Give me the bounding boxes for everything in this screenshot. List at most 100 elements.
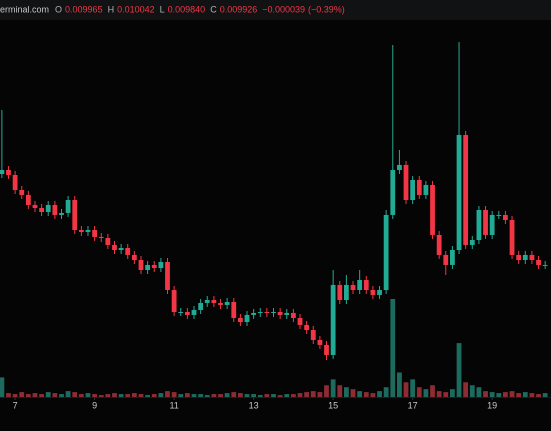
candle-body	[317, 340, 323, 345]
volume-bar	[131, 393, 137, 397]
candle-body	[138, 260, 144, 270]
candle-body	[264, 312, 270, 313]
candle-body	[12, 174, 18, 190]
volume-bar	[25, 394, 31, 397]
volume-bar	[218, 394, 223, 397]
x-tick-label: 19	[487, 400, 497, 410]
candle-body	[6, 170, 11, 175]
change: −0.000039	[262, 4, 305, 14]
volume-bar	[416, 387, 422, 397]
candle-body	[357, 280, 363, 290]
candle-body	[231, 302, 237, 318]
volume-bar	[0, 377, 5, 397]
volume-bar	[350, 389, 356, 397]
volume-bar	[257, 395, 263, 397]
volume-bar	[211, 394, 217, 397]
candle-body	[542, 264, 548, 266]
volume-bar	[357, 391, 363, 397]
candle-body	[483, 210, 488, 235]
volume-bar	[337, 385, 343, 397]
volume-bar	[138, 394, 144, 397]
legend-label: O	[55, 4, 62, 14]
volume-bar	[92, 394, 98, 397]
candle-body	[297, 318, 303, 325]
volume-bar	[443, 392, 449, 397]
volume-bar	[450, 389, 455, 397]
volume-bar	[231, 392, 237, 397]
volume-bar	[476, 387, 482, 397]
candle-body	[145, 264, 151, 270]
volume-bar	[224, 393, 230, 397]
candle-body	[118, 248, 124, 250]
volume-bar	[125, 394, 131, 397]
candle-body	[59, 212, 64, 215]
candle-body	[165, 262, 170, 290]
candle-body	[198, 302, 204, 310]
candle-body	[456, 134, 462, 250]
candle-body	[277, 312, 283, 315]
candle-body	[85, 230, 91, 232]
candle-body	[112, 244, 117, 250]
candle-body	[32, 204, 38, 208]
volume-bar	[469, 385, 475, 397]
volume-bar	[317, 392, 323, 397]
volume-bar	[198, 394, 204, 397]
volume-bar	[463, 382, 469, 397]
volume-bar	[12, 394, 18, 397]
candle-body	[204, 300, 210, 303]
volume-bar	[105, 394, 111, 397]
volume-bar	[503, 392, 508, 397]
legend-label: H	[108, 4, 115, 14]
volume-bar	[410, 379, 416, 397]
volume-bar	[363, 392, 369, 397]
volume-bar	[529, 393, 535, 397]
candle-body	[224, 302, 230, 305]
candle-body	[39, 208, 45, 212]
candle-body	[363, 280, 369, 290]
candle-body	[489, 214, 495, 235]
volume-bar	[39, 394, 45, 397]
volume-bar	[430, 385, 435, 397]
volume-bar	[496, 393, 502, 397]
legend-value: 0.009926	[220, 4, 258, 14]
volume-bar	[237, 393, 243, 397]
candle-body	[0, 170, 5, 174]
volume-bar	[489, 392, 495, 397]
volume-bar	[290, 394, 296, 397]
legend-value: 0.009965	[65, 4, 103, 14]
candle-body	[350, 284, 356, 290]
candle-body	[304, 324, 310, 330]
candle-body	[390, 170, 396, 215]
volume-bar	[284, 394, 290, 397]
candle-body	[377, 290, 382, 295]
legend-label: L	[160, 4, 165, 14]
candle-body	[52, 204, 58, 215]
candle-body	[251, 312, 257, 315]
volume-bar	[184, 393, 190, 397]
volume-bar	[522, 392, 528, 397]
candle-body	[516, 254, 522, 260]
candle-body	[158, 262, 164, 268]
change-pct: (−0.39%)	[308, 4, 345, 14]
candle-body	[337, 284, 343, 300]
volume-bar	[297, 393, 303, 397]
candle-body	[463, 134, 469, 245]
candle-body	[476, 210, 482, 240]
legend-value: 0.009840	[168, 4, 206, 14]
x-tick-label: 9	[92, 400, 97, 410]
volume-bar	[19, 392, 25, 397]
volume-bar	[483, 391, 488, 397]
candle-body	[290, 312, 296, 318]
volume-bar	[330, 379, 336, 397]
candle-body	[178, 312, 184, 313]
candle-body	[343, 284, 349, 300]
candle-body	[271, 312, 276, 313]
volume-bar	[390, 299, 396, 397]
candle-body	[503, 214, 508, 220]
volume-bar	[542, 393, 548, 397]
volume-bar	[59, 394, 64, 397]
volume-bar	[151, 394, 157, 397]
candle-body	[469, 240, 475, 245]
